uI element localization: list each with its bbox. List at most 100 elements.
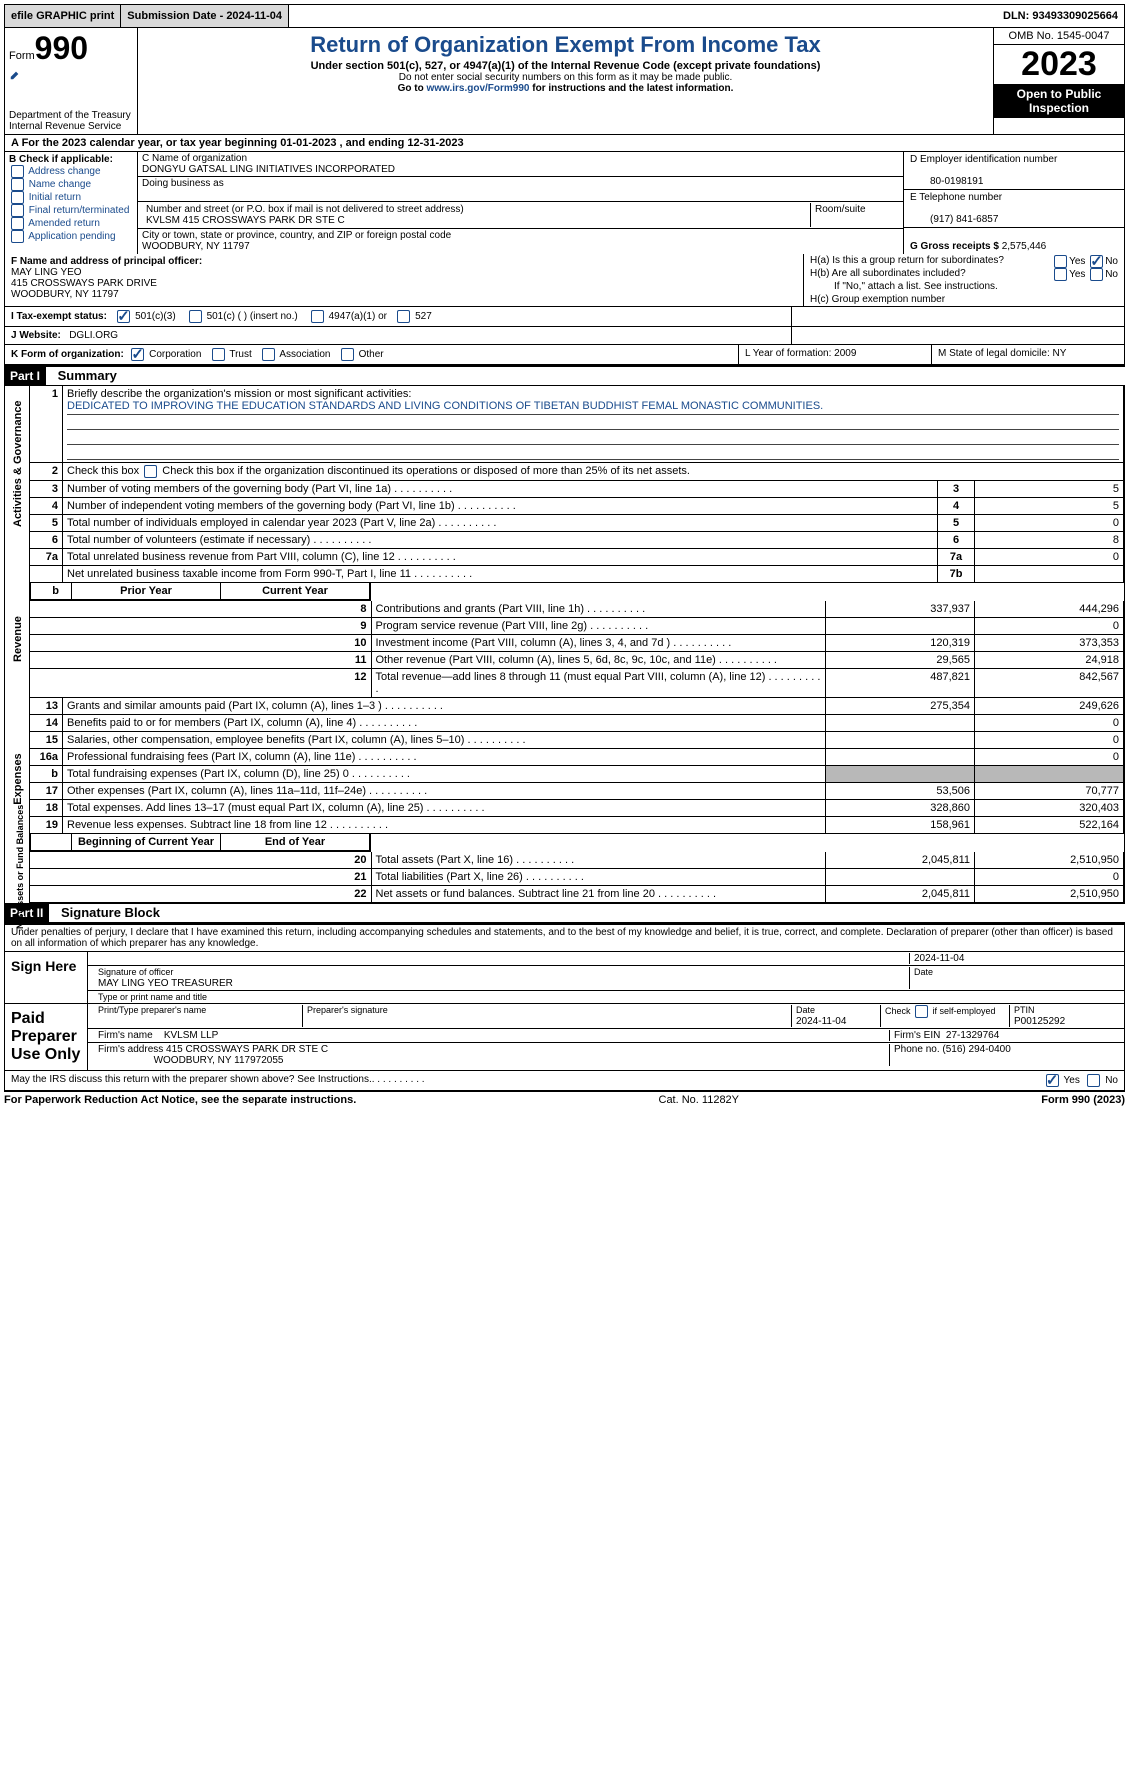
chk-name-change[interactable]: Name change xyxy=(9,178,133,191)
current-value: 842,567 xyxy=(975,669,1124,698)
prior-value: 53,506 xyxy=(826,783,975,800)
year-formation: L Year of formation: 2009 xyxy=(738,345,931,364)
hc-label: H(c) Group exemption number xyxy=(810,294,945,305)
current-value: 0 xyxy=(975,618,1124,635)
goto-post: for instructions and the latest informat… xyxy=(529,83,733,94)
firm-ein: 27-1329764 xyxy=(946,1030,999,1041)
sig-date: 2024-11-04 xyxy=(910,953,1118,964)
prior-value: 275,354 xyxy=(826,698,975,715)
chk-address-change[interactable]: Address change xyxy=(9,165,133,178)
firm-ein-label: Firm's EIN xyxy=(894,1030,940,1041)
j-label: J Website: xyxy=(11,330,61,341)
current-value: 2,510,950 xyxy=(975,852,1124,869)
firm-addr-label: Firm's address xyxy=(98,1044,163,1055)
line-num: 15 xyxy=(30,732,63,749)
discuss-no[interactable] xyxy=(1087,1074,1100,1087)
line-num: 12 xyxy=(30,669,371,698)
chk-app-pending[interactable]: Application pending xyxy=(9,230,133,243)
gross-label: G Gross receipts $ xyxy=(910,241,999,252)
current-value: 24,918 xyxy=(975,652,1124,669)
chk-assoc[interactable] xyxy=(262,348,275,361)
omb-number: OMB No. 1545-0047 xyxy=(994,28,1124,45)
hb-no[interactable] xyxy=(1090,268,1103,281)
chk-other[interactable] xyxy=(341,348,354,361)
ein-label: D Employer identification number xyxy=(910,154,1057,165)
officer-sig: MAY LING YEO TREASURER xyxy=(98,978,233,989)
side-gov: Activities & Governance xyxy=(12,437,24,527)
dba-label: Doing business as xyxy=(142,178,224,189)
prior-value: 2,045,811 xyxy=(826,886,975,903)
street-label: Number and street (or P.O. box if mail i… xyxy=(146,204,464,215)
officer-group-grid: F Name and address of principal officer:… xyxy=(4,254,1125,307)
chk-discontinued[interactable] xyxy=(144,465,157,478)
hdr-curr: Current Year xyxy=(221,583,370,600)
street-value: KVLSM 415 CROSSWAYS PARK DR STE C xyxy=(146,215,345,226)
form-number: 990 xyxy=(35,30,88,66)
chk-trust[interactable] xyxy=(212,348,225,361)
phone-value: (917) 841-6857 xyxy=(910,214,998,225)
irs-link[interactable]: www.irs.gov/Form990 xyxy=(426,83,529,94)
ha-no[interactable] xyxy=(1090,255,1103,268)
part1-title: Summary xyxy=(50,366,125,385)
current-value: 70,777 xyxy=(975,783,1124,800)
chk-self-employed[interactable] xyxy=(915,1005,928,1018)
public-inspection: Open to Public Inspection xyxy=(994,84,1124,118)
line-num: 8 xyxy=(30,601,371,618)
line-ref: 3 xyxy=(938,481,975,498)
current-value: 0 xyxy=(975,732,1124,749)
hdr-prior: Prior Year xyxy=(72,583,221,600)
form-header: Form990 Department of the Treasury Inter… xyxy=(4,28,1125,135)
line-desc: Total fundraising expenses (Part IX, col… xyxy=(63,766,826,783)
line-value: 0 xyxy=(975,549,1124,566)
type-name-label: Type or print name and title xyxy=(94,992,1118,1002)
line-desc: Salaries, other compensation, employee b… xyxy=(63,732,826,749)
form-subtitle: Under section 501(c), 527, or 4947(a)(1)… xyxy=(144,60,987,72)
prior-value xyxy=(826,766,975,783)
chk-501c3[interactable] xyxy=(117,310,130,323)
line-ref: 7b xyxy=(938,566,975,583)
part2-bar: Part II xyxy=(4,904,49,922)
mission-text: DEDICATED TO IMPROVING THE EDUCATION STA… xyxy=(67,400,1119,415)
part1-header: Part I Summary xyxy=(4,365,1125,386)
chk-501c[interactable] xyxy=(189,310,202,323)
line-value: 5 xyxy=(975,481,1124,498)
line-desc: Number of voting members of the governin… xyxy=(63,481,938,498)
prior-value xyxy=(826,749,975,766)
chk-initial-return[interactable]: Initial return xyxy=(9,191,133,204)
firm-name-label: Firm's name xyxy=(98,1030,153,1041)
firm-name: KVLSM LLP xyxy=(164,1030,218,1041)
row-j-website: J Website: DGLI.ORG xyxy=(4,327,1125,345)
line-num: 14 xyxy=(30,715,63,732)
prior-value: 158,961 xyxy=(826,817,975,834)
line-value: 8 xyxy=(975,532,1124,549)
prior-value: 337,937 xyxy=(826,601,975,618)
chk-4947[interactable] xyxy=(311,310,324,323)
line-desc: Grants and similar amounts paid (Part IX… xyxy=(63,698,826,715)
paperwork-notice: For Paperwork Reduction Act Notice, see … xyxy=(4,1094,356,1106)
submission-date: Submission Date - 2024-11-04 xyxy=(121,5,289,27)
ptin-value: P00125292 xyxy=(1014,1016,1065,1027)
sign-here-label: Sign Here xyxy=(5,952,88,1003)
line-ref: 7a xyxy=(938,549,975,566)
page-footer: For Paperwork Reduction Act Notice, see … xyxy=(4,1091,1125,1108)
chk-527[interactable] xyxy=(397,310,410,323)
line-desc: Program service revenue (Part VIII, line… xyxy=(371,618,826,635)
paid-preparer-label: Paid Preparer Use Only xyxy=(5,1004,88,1070)
chk-corp[interactable] xyxy=(131,348,144,361)
hb-yes[interactable] xyxy=(1054,268,1067,281)
discuss-yes[interactable] xyxy=(1046,1074,1059,1087)
ha-yes[interactable] xyxy=(1054,255,1067,268)
chk-final-return[interactable]: Final return/terminated xyxy=(9,204,133,217)
current-value: 373,353 xyxy=(975,635,1124,652)
city-value: WOODBURY, NY 11797 xyxy=(142,241,250,252)
chk-amended[interactable]: Amended return xyxy=(9,217,133,230)
summary-expenses: Expenses 13Grants and similar amounts pa… xyxy=(4,698,1125,834)
efile-label: efile GRAPHIC print xyxy=(5,5,121,27)
current-value: 0 xyxy=(975,749,1124,766)
line-desc: Total number of individuals employed in … xyxy=(63,515,938,532)
line-num: 22 xyxy=(30,886,371,903)
website-value: DGLI.ORG xyxy=(69,330,118,341)
line-desc: Net unrelated business taxable income fr… xyxy=(63,566,938,583)
line-desc: Contributions and grants (Part VIII, lin… xyxy=(371,601,826,618)
line-desc: Total unrelated business revenue from Pa… xyxy=(63,549,938,566)
